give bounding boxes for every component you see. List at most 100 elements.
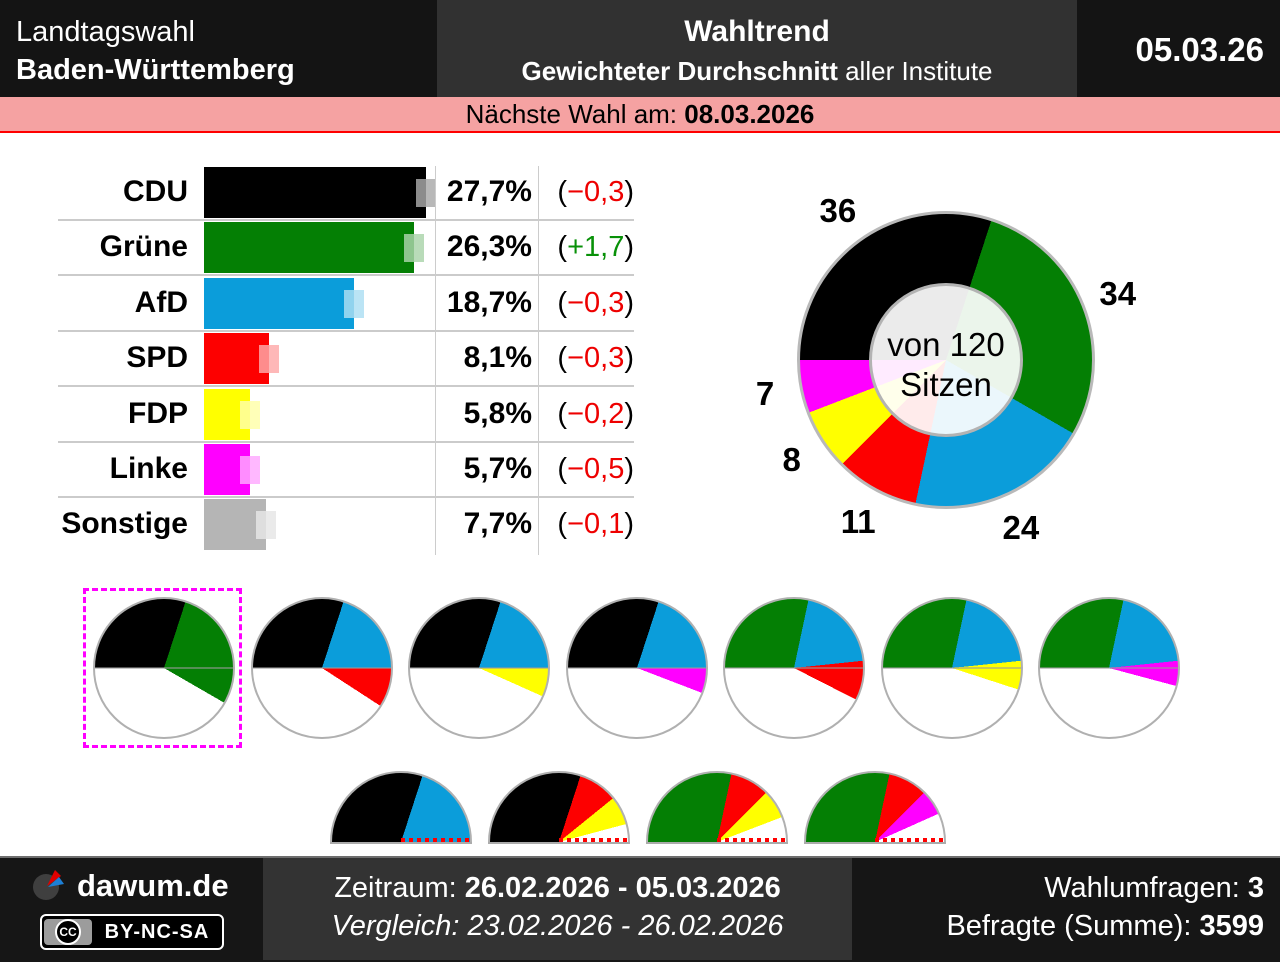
cc-license-badge[interactable]: CC BY-NC-SA (40, 914, 224, 950)
election-type: Landtagswahl (16, 16, 195, 48)
bar-row-sonstige: Sonstige 7,7% (−0,1) (58, 498, 634, 553)
majority-line (95, 667, 233, 669)
seat-label-spd: 11 (840, 502, 876, 540)
previous-value-marker (404, 234, 425, 263)
bar-row-cdu: CDU 27,7% (−0,3) (58, 166, 634, 221)
majority-threshold-dots (401, 838, 471, 842)
row-separator (58, 495, 634, 498)
column-gridline (435, 166, 436, 555)
footer-stats-section: Wahlumfragen: 3 Befragte (Summe): 3599 (852, 858, 1280, 960)
page-subtitle: Gewichteter Durchschnitt aller Institute (437, 56, 1077, 87)
header-date-section: 05.03.26 (1077, 0, 1280, 97)
bar-change: (−0,3) (557, 342, 634, 375)
bar-value: 5,8% (463, 396, 532, 430)
coalition-pie-cdu-afd-fdp[interactable] (408, 597, 550, 739)
half-pie-grüne-spd-fdp[interactable] (646, 771, 788, 844)
polls-count-line: Wahlumfragen: 3 (1044, 872, 1264, 905)
polls-count-value: 3 (1247, 872, 1264, 904)
bar-spd (204, 333, 269, 385)
row-separator (58, 385, 634, 388)
majority-line (410, 667, 548, 669)
brand-name[interactable]: dawum.de (77, 868, 229, 903)
seat-label-cdu: 36 (819, 192, 857, 230)
dawum-logo-icon (30, 868, 68, 909)
respondents-value: 3599 (1199, 910, 1264, 942)
row-separator (58, 440, 634, 443)
bar-value: 8,1% (463, 341, 532, 375)
coalition-pie-cdu-grüne[interactable] (93, 597, 235, 739)
seat-total-label: von 120 Sitzen (821, 325, 1071, 405)
header-election-section: Landtagswahl Baden-Württemberg (0, 0, 437, 97)
previous-value-marker (415, 179, 436, 207)
party-label: FDP (128, 396, 188, 430)
half-pie-circle (646, 771, 788, 842)
previous-value-marker (240, 400, 261, 429)
bar-value: 18,7% (446, 285, 532, 319)
previous-value-marker (258, 345, 279, 374)
half-pie-cdu-spd-fdp[interactable] (488, 771, 630, 844)
party-label: SPD (126, 341, 188, 375)
next-election-banner: Nächste Wahl am: 08.03.2026 (0, 97, 1280, 133)
subtitle-bold: Gewichteter Durchschnitt (521, 56, 838, 86)
bar-row-fdp: FDP 5,8% (−0,2) (58, 388, 634, 443)
bar-change: (−0,3) (557, 176, 634, 208)
bar-change: (+1,7) (557, 231, 634, 264)
half-pie-grüne-spd-linke[interactable] (804, 771, 946, 844)
election-region: Baden-Württemberg (16, 54, 295, 86)
bar-row-grüne: Grüne 26,3% (+1,7) (58, 221, 634, 276)
majority-threshold-dots (875, 838, 945, 842)
party-label: CDU (123, 175, 188, 208)
half-pie-circle (330, 771, 472, 842)
coalition-pie-cdu-afd-spd[interactable] (250, 597, 393, 739)
bar-value: 27,7% (446, 175, 532, 208)
respondents-line: Befragte (Summe): 3599 (946, 910, 1264, 943)
seat-label-afd: 24 (1002, 509, 1040, 547)
party-label: Sonstige (61, 507, 188, 541)
bar-grüne (204, 222, 415, 274)
half-pie-circle (488, 771, 630, 842)
bar-row-spd: SPD 8,1% (−0,3) (58, 332, 634, 387)
majority-threshold-dots (717, 838, 787, 842)
page-title: Wahltrend (684, 15, 830, 48)
respondents-label: Befragte (Summe): (946, 910, 1200, 942)
period-value: 26.02.2026 - 05.03.2026 (464, 872, 781, 904)
row-separator (58, 218, 634, 221)
coalition-selection-box (83, 588, 242, 748)
majority-line (725, 667, 863, 669)
coalition-pie-grüne-afd-spd[interactable] (723, 597, 865, 739)
poll-bar-chart: CDU 27,7% (−0,3) Grüne 26,3% (+1,7) AfD 18,7% (−… (58, 166, 634, 555)
comparison-line: Vergleich: 23.02.2026 - 26.02.2026 (263, 910, 852, 943)
period-label: Zeitraum: (334, 872, 465, 904)
seat-label-linke: 7 (755, 374, 775, 412)
bar-change: (−0,1) (557, 508, 634, 541)
bar-value: 5,7% (463, 452, 532, 485)
trend-date: 05.03.26 (1135, 31, 1264, 68)
bar-change: (−0,3) (557, 286, 634, 319)
half-pie-cdu-afd[interactable] (330, 771, 472, 844)
seat-total-line1: von 120 (887, 326, 1005, 363)
comparison-value: 23.02.2026 - 26.02.2026 (467, 910, 784, 942)
seat-total-line2: Sitzen (900, 366, 992, 403)
period-line: Zeitraum: 26.02.2026 - 05.03.2026 (263, 872, 852, 905)
seat-label-grüne: 34 (1099, 275, 1137, 313)
previous-value-marker (343, 289, 364, 318)
majority-line (882, 667, 1021, 669)
seat-donut-hole (869, 283, 1023, 437)
majority-line (1040, 667, 1178, 669)
coalition-pie-cdu-afd-linke[interactable] (565, 597, 708, 739)
party-label: Grüne (99, 230, 188, 264)
seat-label-fdp: 8 (782, 441, 801, 479)
next-election-label: Nächste Wahl am: (465, 99, 685, 129)
bar-change: (−0,5) (557, 453, 634, 485)
bar-change: (−0,2) (557, 397, 634, 430)
coalition-pie-grüne-afd-linke[interactable] (1038, 597, 1180, 739)
coalition-pie-grüne-afd-fdp[interactable] (880, 597, 1023, 739)
row-separator (58, 274, 634, 277)
row-separator (58, 329, 634, 332)
footer-period-section: Zeitraum: 26.02.2026 - 05.03.2026 Vergle… (263, 858, 852, 960)
party-label: AfD (134, 285, 188, 319)
bar-value: 7,7% (463, 507, 532, 541)
header-title-section: Wahltrend Gewichteter Durchschnitt aller… (437, 0, 1077, 97)
next-election-date: 08.03.2026 (684, 99, 815, 129)
bar-cdu (204, 167, 426, 218)
